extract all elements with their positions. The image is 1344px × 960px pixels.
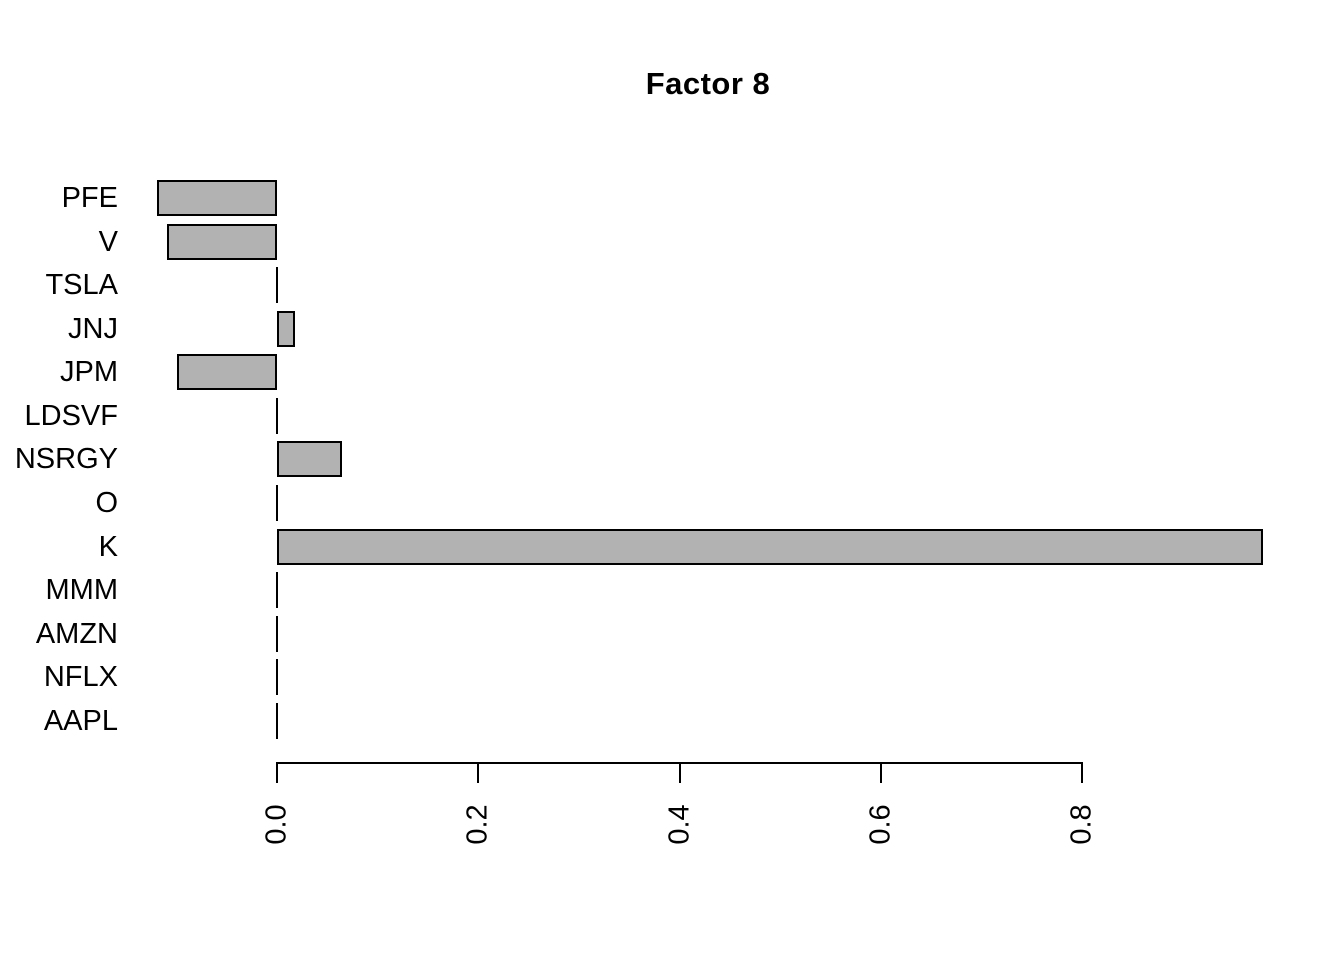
category-label-jpm: JPM bbox=[60, 356, 118, 389]
bar-nsrgy bbox=[277, 441, 342, 477]
category-label-amzn: AMZN bbox=[35, 617, 118, 650]
category-label-v: V bbox=[98, 225, 118, 258]
zero-bar-aapl bbox=[276, 703, 278, 739]
category-label-tsla: TSLA bbox=[45, 269, 118, 302]
x-tick-label-0.0: 0.0 bbox=[260, 803, 293, 845]
category-label-pfe: PFE bbox=[61, 182, 118, 214]
x-tick-label-0.4: 0.4 bbox=[663, 803, 696, 845]
x-axis-tick-0.4 bbox=[679, 764, 681, 783]
bar-k bbox=[277, 529, 1263, 565]
zero-bar-mmm bbox=[276, 572, 278, 608]
x-axis-tick-0.6 bbox=[880, 764, 882, 783]
category-label-jnj: JNJ bbox=[68, 312, 118, 345]
zero-bar-nflx bbox=[276, 659, 278, 695]
x-axis-tick-0.2 bbox=[477, 764, 479, 783]
x-tick-label-0.8: 0.8 bbox=[1065, 803, 1098, 845]
x-axis-tick-0.8 bbox=[1081, 764, 1083, 783]
zero-bar-tsla bbox=[276, 267, 278, 303]
bar-jnj bbox=[277, 311, 295, 347]
bar-v bbox=[167, 224, 277, 260]
zero-bar-amzn bbox=[276, 616, 278, 652]
x-tick-label-0.6: 0.6 bbox=[864, 803, 897, 845]
category-label-mmm: MMM bbox=[45, 574, 118, 607]
category-label-k: K bbox=[98, 530, 118, 563]
category-label-ldsvf: LDSVF bbox=[24, 399, 118, 432]
category-label-aapl: AAPL bbox=[43, 704, 118, 737]
category-label-nflx: NFLX bbox=[43, 661, 118, 694]
category-label-nsrgy: NSRGY bbox=[14, 443, 118, 476]
bar-pfe bbox=[157, 180, 277, 216]
zero-bar-ldsvf bbox=[276, 398, 278, 434]
category-label-o: O bbox=[95, 487, 118, 520]
zero-bar-o bbox=[276, 485, 278, 521]
x-axis-line bbox=[276, 762, 1083, 764]
x-tick-label-0.2: 0.2 bbox=[461, 803, 494, 845]
chart-title: Factor 8 bbox=[645, 66, 771, 101]
bar-jpm bbox=[177, 354, 277, 390]
x-axis-tick-0.0 bbox=[276, 764, 278, 783]
